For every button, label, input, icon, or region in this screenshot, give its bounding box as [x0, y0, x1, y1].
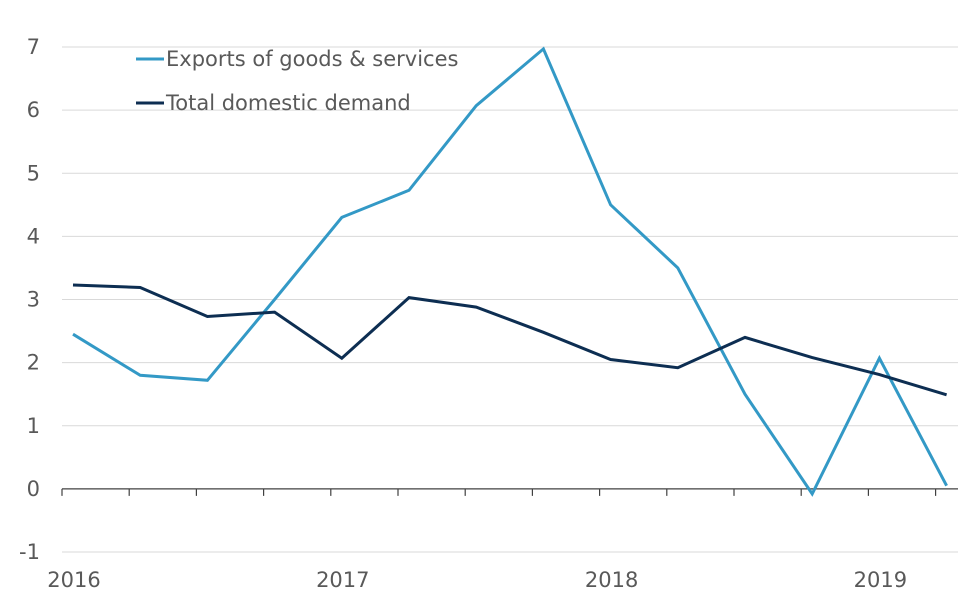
series-line-domestic-demand [72, 283, 948, 397]
y-tick-label: 2 [27, 351, 40, 375]
legend-label: Exports of goods & services [166, 47, 458, 71]
y-tick-label: 6 [27, 98, 40, 122]
x-tick-label-2019: 2019 [854, 568, 907, 592]
y-tick-label: 0 [27, 477, 40, 501]
x-tick-label-2017: 2017 [316, 568, 369, 592]
x-tick-label-2016: 2016 [47, 568, 100, 592]
y-tick-label: 3 [27, 288, 40, 312]
legend: Exports of goods & services Total domesti… [136, 47, 458, 115]
series-lines [72, 46, 948, 497]
y-tick-label: 1 [27, 414, 40, 438]
axes: -1 0 1 2 3 4 5 6 7 2016 2017 2018 2019 [19, 35, 958, 592]
legend-label: Total domestic demand [165, 91, 411, 115]
y-tick-label: 4 [27, 224, 40, 248]
x-tick-label-2018: 2018 [585, 568, 638, 592]
gridlines [62, 46, 958, 553]
y-tick-label: 5 [27, 161, 40, 185]
y-tick-label: 7 [27, 35, 40, 59]
series-line-exports [72, 46, 948, 497]
y-tick-label: -1 [19, 540, 40, 564]
